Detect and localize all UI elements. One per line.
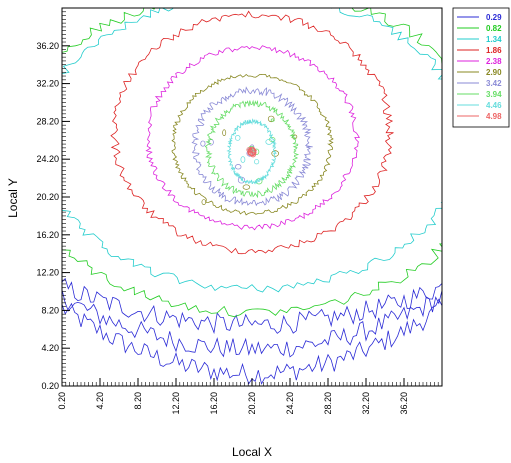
x-tick-label: 32.20 [361,392,371,415]
y-tick-label: 32.20 [36,79,59,89]
axes: 0.20 4.20 8.20 12.20 16.20 20.20 24.20 28.20 32.… [36,7,443,415]
x-tick-label: 20.20 [247,392,257,415]
contour-level-3.94 [204,99,300,199]
contour-level-2.90 [171,73,334,216]
legend-label-2.90: 2.90 [486,68,502,77]
legend-label-1.34: 1.34 [486,35,502,44]
contour-island-4.46 [234,135,241,141]
x-tick-label: 12.20 [171,392,181,415]
legend-label-3.42: 3.42 [486,79,502,88]
contour-island-4.46 [265,139,273,145]
contour-island-2.90 [242,184,251,190]
contour-island-2.90 [267,115,275,123]
contour-island-3.42 [234,164,242,170]
contour-island-3.94 [270,118,275,122]
contour-island-4.46 [254,159,260,165]
contour-island-3.42 [200,140,206,147]
x-tick-label: 16.20 [209,392,219,415]
y-tick-label: 8.20 [41,305,59,315]
x-tick-label: 8.20 [133,392,143,410]
contour-level-3.42 [191,86,313,207]
x-tick-label: 0.20 [57,392,67,410]
x-axis-title: Local X [232,445,272,459]
y-axis-title: Local Y [6,178,20,218]
y-tick-label: 16.20 [36,230,59,240]
legend-label-0.82: 0.82 [486,24,502,33]
x-tick-label: 36.20 [399,392,409,415]
x-tick-label: 28.20 [323,392,333,415]
contour-level-0.29 [62,277,442,385]
y-tick-label: 24.20 [36,154,59,164]
contour-island-4.98 [247,149,253,153]
contour-island-2.90 [222,129,227,136]
contour-level-2.38 [145,45,361,231]
plot-frame [61,7,443,387]
contour-island-2.90 [201,199,207,205]
contour-island-4.46 [240,156,246,163]
legend-label-4.98: 4.98 [486,112,502,121]
contour-level-1.86 [110,10,394,255]
contour-level-0.82 [62,8,442,318]
y-tick-label: 4.20 [41,343,59,353]
contour-island-2.90 [271,150,279,157]
y-tick-label: 28.20 [36,116,59,126]
contour-level-4.46 [226,118,277,185]
y-tick-label: 20.20 [36,192,59,202]
legend-label-0.29: 0.29 [486,13,502,22]
legend-box [452,7,510,128]
legend-label-1.86: 1.86 [486,46,502,55]
legend-label-3.94: 3.94 [486,90,502,99]
legend-label-4.46: 4.46 [486,101,502,110]
contour-level-1.34 [62,8,442,293]
y-tick-label: 36.20 [36,41,59,51]
y-tick-label: 0.20 [41,381,59,391]
contour-island-3.42 [237,176,246,184]
contour-lines [62,8,442,385]
legend: 0.29 0.82 1.34 1.86 2.38 2.90 3.42 3.94 4.46 4.98 [452,7,510,128]
x-tick-label: 4.20 [95,392,105,410]
legend-label-2.38: 2.38 [486,57,502,66]
y-tick-label: 12.20 [36,268,59,278]
contour-island-4.98 [249,151,257,158]
x-tick-label: 24.20 [285,392,295,415]
